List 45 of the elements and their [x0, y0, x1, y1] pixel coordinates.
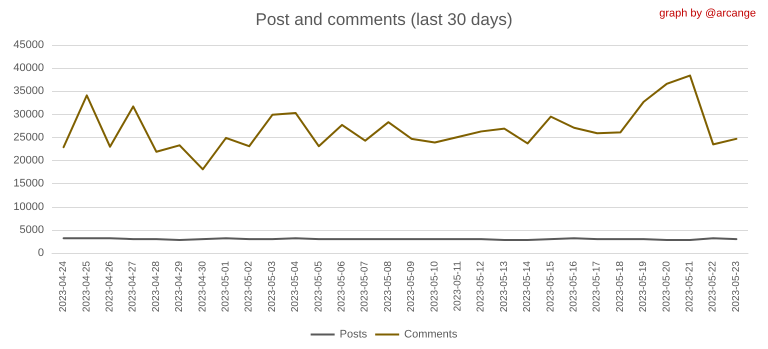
x-tick-label: 2023-05-13: [498, 260, 510, 312]
x-tick-label: 2023-05-17: [592, 260, 603, 312]
x-tick-label: 2023-05-02: [244, 260, 255, 312]
x-tick-label: 2023-04-28: [150, 260, 162, 312]
y-tick-label: 35000: [13, 85, 44, 98]
x-tick-label: 2023-05-03: [266, 260, 278, 312]
y-tick-label: 30000: [13, 108, 44, 120]
x-tick-label: 2023-04-29: [174, 260, 186, 312]
x-tick-label: 2023-04-27: [128, 260, 139, 312]
x-tick-label: 2023-04-26: [104, 260, 116, 312]
x-tick-label: 2023-04-24: [58, 260, 70, 312]
x-tick-label: 2023-05-21: [684, 260, 696, 312]
y-tick-label: 40000: [13, 62, 44, 74]
text: graph by @arcange: [659, 8, 756, 20]
y-tick-label: 15000: [13, 178, 44, 190]
x-tick-label: 2023-05-10: [429, 260, 440, 312]
y-tick-label: 25000: [13, 131, 44, 144]
x-tick-label: 2023-05-18: [614, 260, 626, 312]
y-tick-label: 45000: [13, 39, 44, 51]
x-tick-label: 2023-05-15: [545, 260, 556, 312]
x-tick-label: 2023-04-30: [197, 260, 208, 312]
x-tick-label: 2023-05-11: [452, 260, 464, 312]
y-tick-label: 5000: [20, 224, 44, 236]
line-series: [62, 74, 738, 170]
x-tick-label: 2023-05-19: [638, 260, 650, 312]
x-tick-label: 2023-05-07: [360, 260, 371, 312]
x-tick-label: 2023-05-01: [220, 260, 232, 312]
x-tick-label: 2023-05-04: [290, 260, 302, 312]
y-tick-label: 10000: [13, 200, 44, 213]
x-tick-label: 2023-05-05: [313, 260, 324, 312]
legend-label: Posts: [340, 328, 368, 340]
x-tick-label: 2023-04-25: [81, 260, 92, 312]
x-tick-label: 2023-05-14: [522, 260, 534, 312]
y-tick-label: 0: [38, 247, 44, 259]
x-tick-label: 2023-05-22: [708, 260, 719, 312]
x-tick-label: 2023-05-20: [661, 260, 672, 312]
x-tick-label: 2023-05-09: [406, 260, 418, 312]
x-tick-label: 2023-05-23: [730, 260, 742, 312]
chart-title: Post and comments (last 30 days): [255, 10, 513, 29]
x-tick-label: 2023-05-08: [382, 260, 394, 312]
legend-label: Comments: [404, 328, 458, 340]
x-tick-label: 2023-05-12: [476, 260, 487, 312]
x-tick-label: 2023-05-16: [568, 260, 580, 312]
x-tick-label: 2023-05-06: [336, 260, 348, 312]
y-tick-label: 20000: [13, 154, 44, 167]
